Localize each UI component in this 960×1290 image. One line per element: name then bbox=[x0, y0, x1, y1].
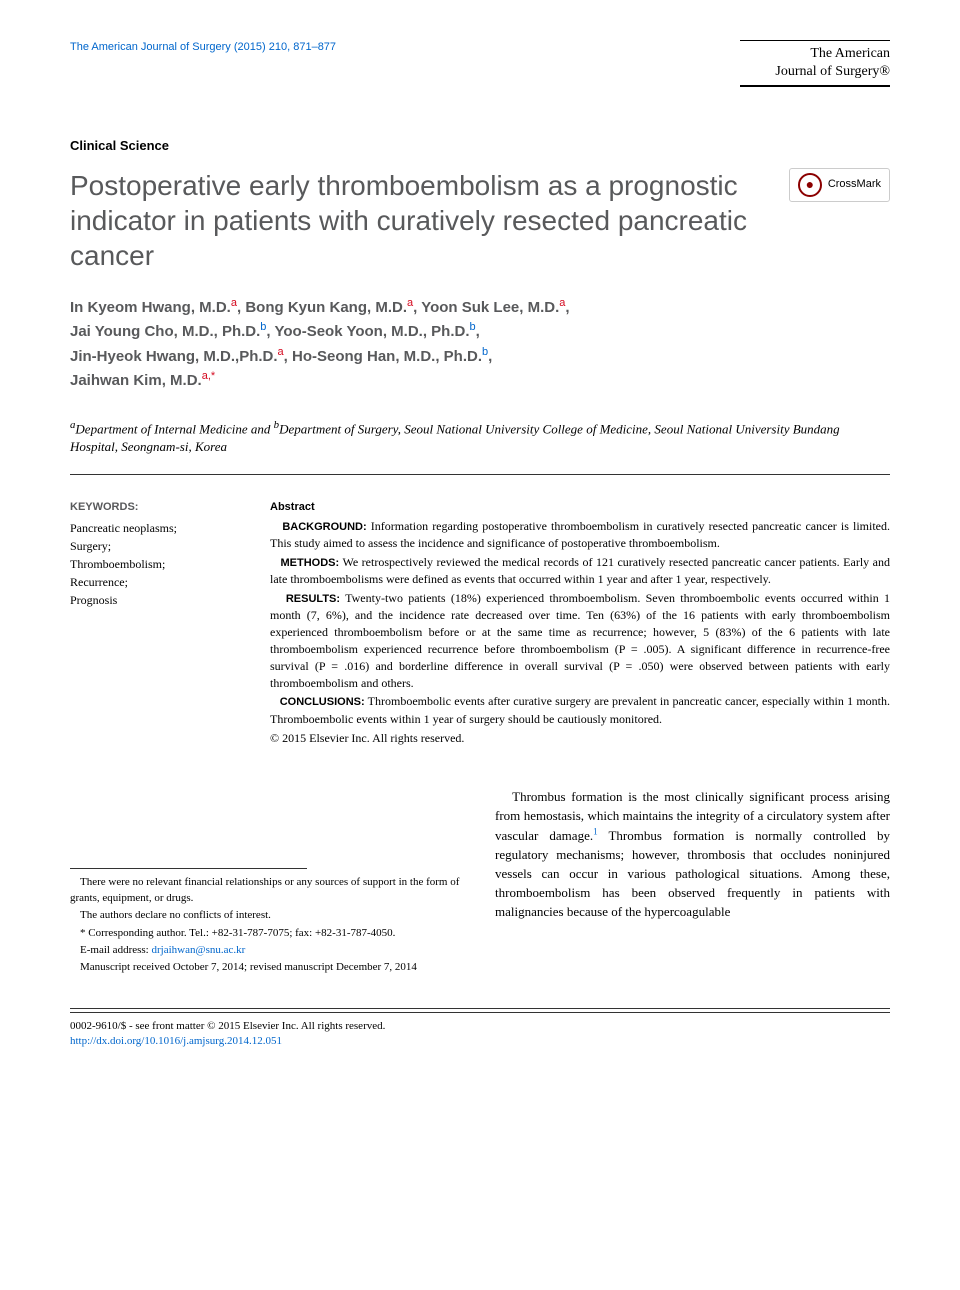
author: Jai Young Cho, M.D., Ph.D.b bbox=[70, 323, 266, 340]
author: Ho-Seong Han, M.D., Ph.D.b bbox=[292, 348, 488, 365]
body-text-column: Thrombus formation is the most clinicall… bbox=[495, 788, 890, 977]
author: In Kyeom Hwang, M.D.a bbox=[70, 299, 237, 316]
brand-line1: The American bbox=[740, 45, 890, 63]
doi-link[interactable]: http://dx.doi.org/10.1016/j.amjsurg.2014… bbox=[70, 1034, 385, 1049]
keywords-list: Pancreatic neoplasms; Surgery; Thromboem… bbox=[70, 519, 240, 609]
authors-block: In Kyeom Hwang, M.D.a, Bong Kyun Kang, M… bbox=[70, 295, 890, 393]
citation-pages: 871–877 bbox=[293, 41, 336, 53]
footnote-conflicts: The authors declare no conflicts of inte… bbox=[70, 908, 465, 923]
keywords-column: KEYWORDS: Pancreatic neoplasms; Surgery;… bbox=[70, 500, 240, 748]
author: Yoon Suk Lee, M.D.a bbox=[421, 299, 565, 316]
body-columns: There were no relevant financial relatio… bbox=[70, 788, 890, 977]
footnote-rule bbox=[70, 868, 307, 869]
crossmark-label: CrossMark bbox=[828, 177, 881, 192]
abstract-background: BACKGROUND: Information regarding postop… bbox=[270, 518, 890, 552]
journal-citation: The American Journal of Surgery (2015) 2… bbox=[70, 40, 336, 55]
email-link[interactable]: drjaihwan@snu.ac.kr bbox=[151, 944, 245, 956]
abstract-copyright: © 2015 Elsevier Inc. All rights reserved… bbox=[270, 730, 890, 747]
author: Jin-Hyeok Hwang, M.D.,Ph.D.a bbox=[70, 348, 284, 365]
crossmark-icon: ● bbox=[798, 173, 822, 197]
affiliations: aDepartment of Internal Medicine and bDe… bbox=[70, 418, 890, 476]
footnote-corresponding: * Corresponding author. Tel.: +82-31-787… bbox=[70, 926, 465, 941]
footnote-email: E-mail address: drjaihwan@snu.ac.kr bbox=[70, 943, 465, 958]
abstract-column: Abstract BACKGROUND: Information regardi… bbox=[270, 500, 890, 748]
footer-bar: 0002-9610/$ - see front matter © 2015 El… bbox=[70, 1008, 890, 1050]
abstract-conclusions: CONCLUSIONS: Thromboembolic events after… bbox=[270, 693, 890, 727]
keywords-abstract-row: KEYWORDS: Pancreatic neoplasms; Surgery;… bbox=[70, 500, 890, 748]
header-bar: The American Journal of Surgery (2015) 2… bbox=[70, 40, 890, 87]
abstract-results: RESULTS: Twenty-two patients (18%) exper… bbox=[270, 590, 890, 691]
title-row: Postoperative early thromboembolism as a… bbox=[70, 168, 890, 273]
article-title: Postoperative early thromboembolism as a… bbox=[70, 168, 789, 273]
issn-line: 0002-9610/$ - see front matter © 2015 El… bbox=[70, 1019, 385, 1034]
footnote-funding: There were no relevant financial relatio… bbox=[70, 875, 465, 906]
citation-vol: 210, bbox=[269, 41, 290, 53]
brand-line2: Journal of Surgery® bbox=[740, 63, 890, 81]
journal-brand: The American Journal of Surgery® bbox=[740, 40, 890, 87]
aff-a-text: Department of Internal Medicine and bbox=[75, 421, 273, 436]
footnotes-column: There were no relevant financial relatio… bbox=[70, 788, 465, 977]
author: Bong Kyun Kang, M.D.a bbox=[245, 299, 413, 316]
author: Yoo-Seok Yoon, M.D., Ph.D.b bbox=[275, 323, 476, 340]
crossmark-badge[interactable]: ● CrossMark bbox=[789, 168, 890, 202]
reference-1[interactable]: 1 bbox=[593, 827, 598, 837]
abstract-head: Abstract bbox=[270, 500, 890, 515]
body-paragraph: Thrombus formation is the most clinicall… bbox=[495, 788, 890, 921]
keywords-head: KEYWORDS: bbox=[70, 500, 240, 515]
citation-year: (2015) bbox=[234, 41, 266, 53]
footnote-manuscript: Manuscript received October 7, 2014; rev… bbox=[70, 960, 465, 975]
section-label: Clinical Science bbox=[70, 137, 890, 155]
author: Jaihwan Kim, M.D.a,* bbox=[70, 372, 215, 389]
footer-left: 0002-9610/$ - see front matter © 2015 El… bbox=[70, 1019, 385, 1050]
abstract-methods: METHODS: We retrospectively reviewed the… bbox=[270, 554, 890, 588]
citation-journal[interactable]: The American Journal of Surgery bbox=[70, 41, 231, 53]
